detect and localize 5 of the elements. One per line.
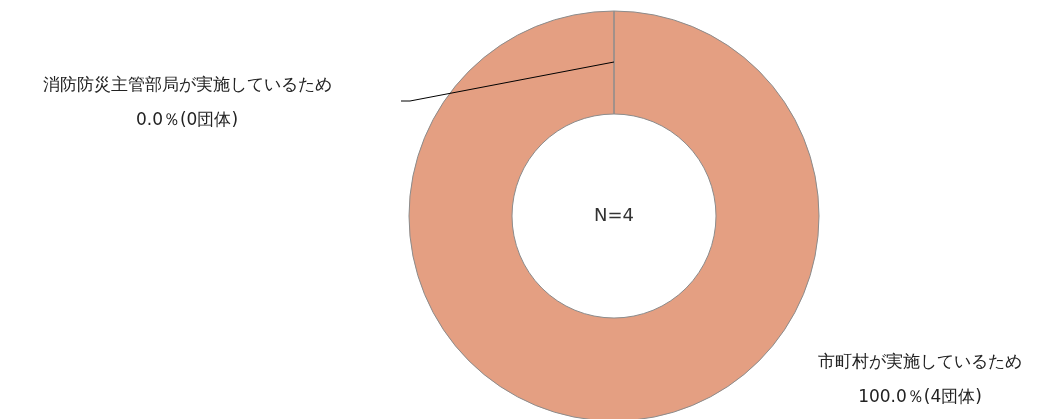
data-label: 100.0％(4団体) <box>858 386 982 406</box>
text: 0.0％(0団体) <box>135 109 239 129</box>
text: N=4 <box>594 204 634 225</box>
category-label: 消防防災主管部局が実施しているため <box>42 74 332 94</box>
slice-label: 市町村が実施しているため <box>818 351 1022 371</box>
